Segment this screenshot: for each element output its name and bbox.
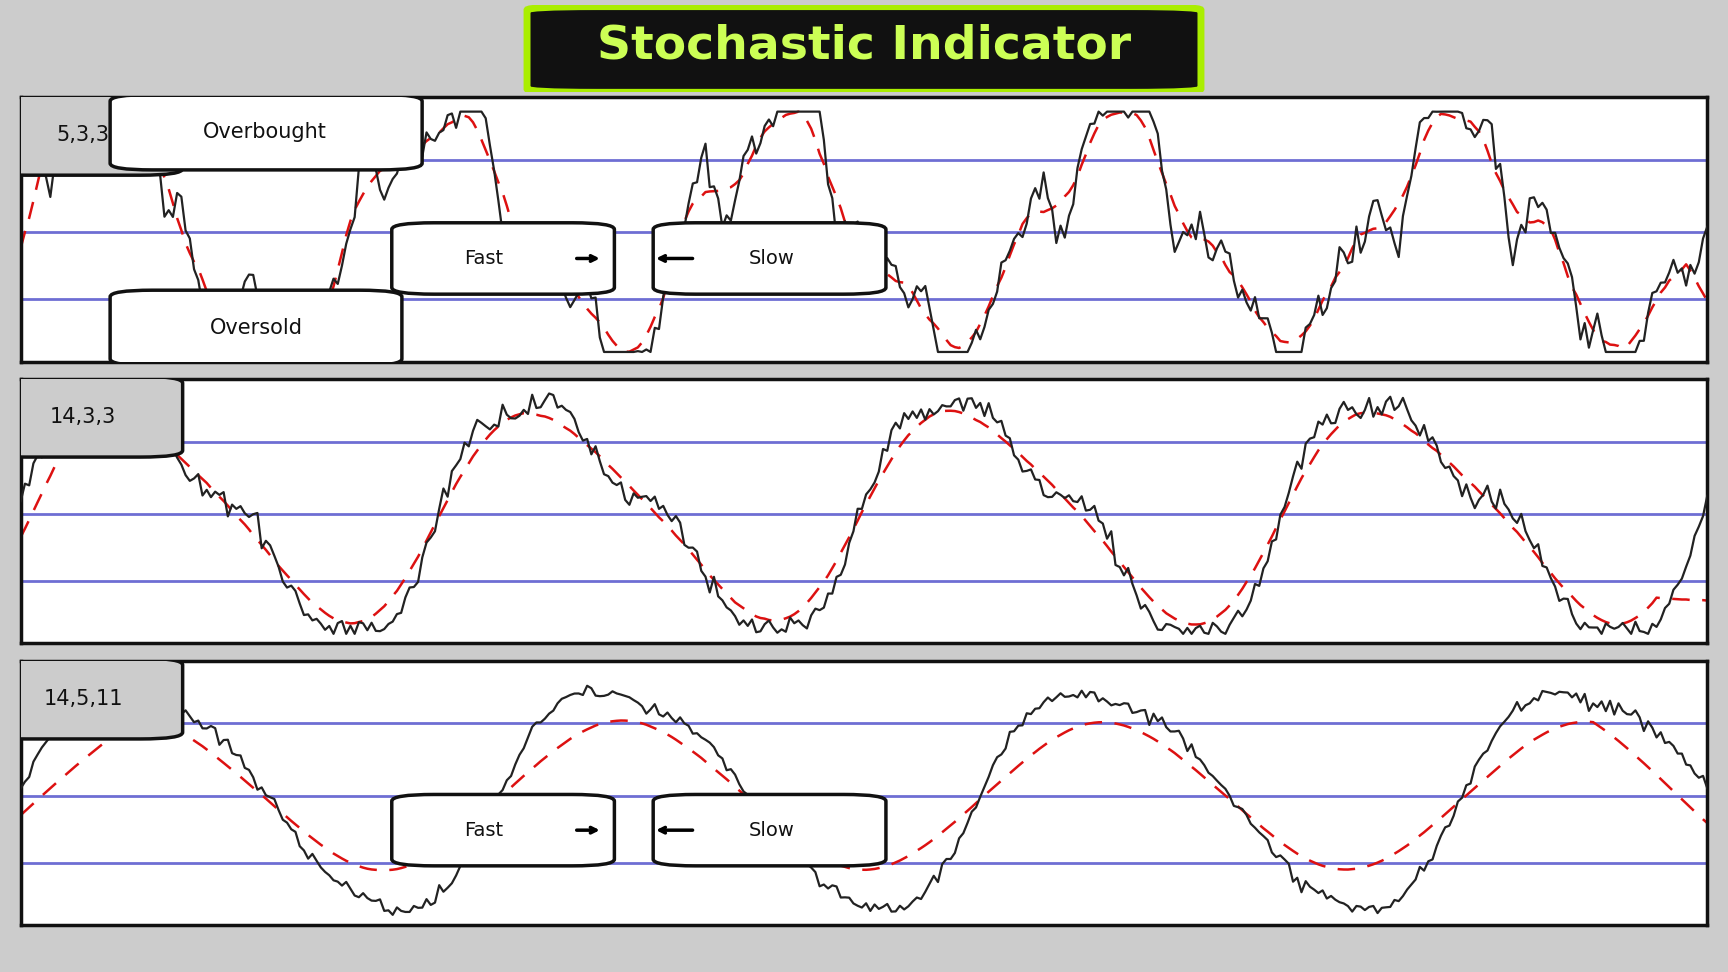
FancyBboxPatch shape [0, 94, 183, 175]
Text: Overbought: Overbought [204, 122, 327, 142]
Text: Slow: Slow [748, 820, 795, 840]
FancyBboxPatch shape [111, 291, 403, 365]
FancyBboxPatch shape [0, 376, 183, 457]
FancyBboxPatch shape [392, 223, 615, 295]
FancyBboxPatch shape [653, 223, 886, 295]
FancyBboxPatch shape [392, 794, 615, 866]
Text: Stochastic Indicator: Stochastic Indicator [596, 23, 1132, 68]
Text: 14,3,3: 14,3,3 [50, 406, 116, 427]
FancyBboxPatch shape [111, 94, 422, 170]
FancyBboxPatch shape [0, 658, 183, 739]
Text: Oversold: Oversold [211, 318, 304, 337]
Text: 5,3,3: 5,3,3 [57, 124, 109, 145]
FancyBboxPatch shape [527, 7, 1201, 92]
FancyBboxPatch shape [653, 794, 886, 866]
Text: Slow: Slow [748, 249, 795, 268]
Text: Fast: Fast [465, 249, 503, 268]
Text: 14,5,11: 14,5,11 [43, 688, 123, 709]
Text: Fast: Fast [465, 820, 503, 840]
